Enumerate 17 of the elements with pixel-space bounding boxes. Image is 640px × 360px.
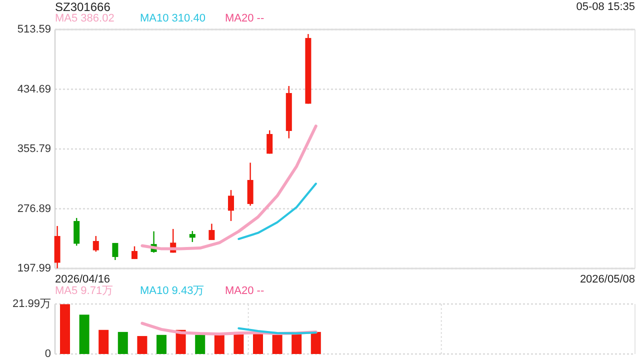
- annotation: 05-08 15:35: [576, 1, 635, 13]
- title: SZ301666: [55, 0, 110, 14]
- y-tick-label: 276.89: [17, 202, 51, 215]
- legend: MA20 --: [225, 285, 264, 297]
- annotation: 2026/04/16: [55, 274, 110, 286]
- legend: MA10 310.40: [140, 12, 206, 24]
- y-tick-label: 21.99万: [12, 298, 51, 310]
- y-tick-label: 355.79: [17, 143, 51, 155]
- y-tick-label: 513.59: [17, 24, 51, 36]
- y-tick-label: 0: [44, 348, 51, 360]
- y-tick-label: 434.69: [17, 83, 51, 96]
- annotation: 2026/05/08: [580, 274, 635, 286]
- legend: MA5 9.71万: [55, 285, 114, 297]
- legend: MA5 386.02: [55, 12, 114, 24]
- legend: MA20 --: [225, 12, 264, 24]
- legend: MA10 9.43万: [140, 285, 204, 297]
- y-tick-label: 197.99: [17, 262, 51, 274]
